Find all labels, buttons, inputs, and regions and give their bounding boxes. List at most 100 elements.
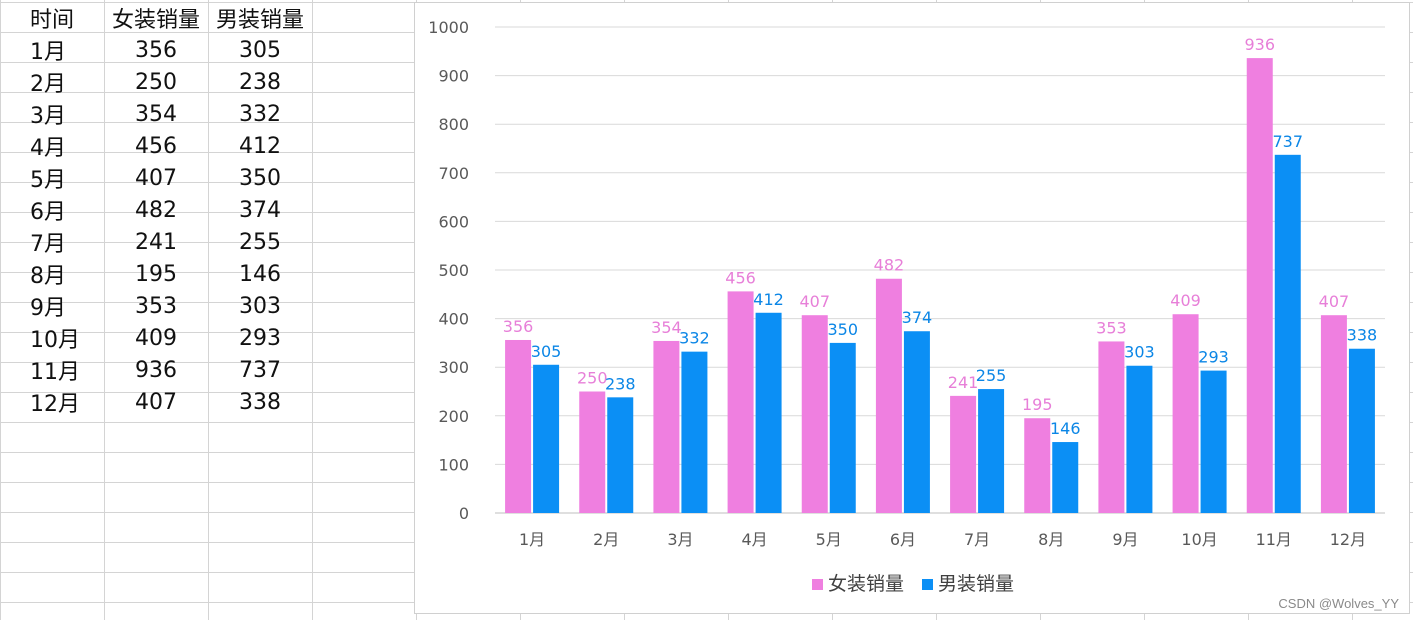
x-tick-label: 6月	[890, 530, 916, 549]
data-label-men: 412	[753, 290, 784, 309]
x-tick-label: 3月	[667, 530, 693, 549]
y-tick-label: 700	[438, 164, 469, 183]
women-sales-cell[interactable]: 195	[135, 261, 177, 287]
x-tick-label: 4月	[741, 530, 767, 549]
legend-item-women: 女装销量	[811, 569, 904, 596]
y-tick-label: 0	[459, 504, 469, 523]
y-tick-label: 300	[438, 358, 469, 377]
table-header-row: 时间 女装销量 男装销量	[0, 2, 312, 34]
women-sales-cell[interactable]: 354	[135, 101, 177, 127]
men-sales-cell[interactable]: 350	[239, 165, 281, 191]
data-label-women: 407	[1319, 292, 1350, 311]
women-sales-cell[interactable]: 241	[135, 229, 177, 255]
month-cell[interactable]: 3月	[30, 104, 66, 129]
bar-women	[1172, 314, 1199, 513]
legend-label-men: 男装销量	[938, 573, 1015, 595]
bar-men	[533, 364, 560, 513]
data-label-women: 250	[577, 369, 608, 388]
data-label-men: 374	[902, 308, 933, 327]
men-sales-cell[interactable]: 238	[239, 69, 281, 95]
data-label-men: 350	[827, 320, 858, 339]
month-cell[interactable]: 8月	[30, 264, 66, 289]
table-row: 6月 482 374	[0, 194, 312, 226]
men-sales-cell[interactable]: 305	[239, 37, 281, 63]
sales-data-table: 时间 女装销量 男装销量 1月 356 305 2月 250 238 3月 354 332 4月 456 4…	[0, 2, 312, 418]
table-row: 8月 195 146	[0, 258, 312, 290]
bar-men	[829, 342, 856, 513]
men-sales-cell[interactable]: 293	[239, 325, 281, 351]
bar-men	[1126, 365, 1153, 513]
data-label-women: 195	[1022, 395, 1053, 414]
header-cell[interactable]: 女装销量	[111, 8, 200, 33]
men-sales-cell[interactable]: 374	[239, 197, 281, 223]
bar-men	[1200, 370, 1227, 513]
men-sales-cell[interactable]: 332	[239, 101, 281, 127]
y-tick-label: 800	[438, 115, 469, 134]
bar-women	[505, 339, 532, 513]
women-sales-cell[interactable]: 407	[135, 165, 177, 191]
men-sales-cell[interactable]: 737	[239, 357, 281, 383]
bar-men	[1348, 348, 1375, 513]
men-sales-cell[interactable]: 303	[239, 293, 281, 319]
month-cell[interactable]: 9月	[30, 296, 66, 321]
table-row: 10月 409 293	[0, 322, 312, 354]
month-cell[interactable]: 7月	[30, 232, 66, 257]
men-sales-cell[interactable]: 338	[239, 389, 281, 415]
y-tick-label: 1000	[428, 18, 469, 37]
women-sales-cell[interactable]: 936	[135, 357, 177, 383]
women-sales-cell[interactable]: 250	[135, 69, 177, 95]
legend-swatch-men	[922, 579, 934, 590]
men-sales-cell[interactable]: 412	[239, 133, 281, 159]
month-cell[interactable]: 5月	[30, 168, 66, 193]
chart-area[interactable]: 0 100 200 300 400 500 600 700 800 900 1000 1月 356 305…	[414, 2, 1410, 614]
table-row: 5月 407 350	[0, 162, 312, 194]
bar-men	[607, 397, 634, 513]
women-sales-cell[interactable]: 353	[135, 293, 177, 319]
women-sales-cell[interactable]: 456	[135, 133, 177, 159]
header-cell[interactable]: 时间	[30, 8, 75, 33]
bar-men	[903, 331, 930, 513]
bar-men	[1274, 154, 1301, 513]
table-row: 7月 241 255	[0, 226, 312, 258]
table-row: 2月 250 238	[0, 66, 312, 98]
data-label-men: 146	[1050, 419, 1081, 438]
data-label-men: 305	[531, 342, 562, 361]
y-tick-label: 200	[438, 407, 469, 426]
men-sales-cell[interactable]: 255	[239, 229, 281, 255]
women-sales-cell[interactable]: 356	[135, 37, 177, 63]
header-cell[interactable]: 男装销量	[215, 8, 304, 33]
bar-women	[950, 395, 977, 513]
month-cell[interactable]: 12月	[30, 392, 80, 417]
y-tick-label: 600	[438, 212, 469, 231]
y-tick-label: 500	[438, 261, 469, 280]
x-tick-label: 2月	[593, 530, 619, 549]
women-sales-cell[interactable]: 407	[135, 389, 177, 415]
bar-men	[978, 389, 1005, 513]
month-cell[interactable]: 11月	[30, 360, 80, 385]
bar-women	[1246, 58, 1273, 513]
data-label-women: 456	[725, 268, 756, 287]
data-label-women: 407	[799, 292, 830, 311]
month-cell[interactable]: 6月	[30, 200, 66, 225]
women-sales-cell[interactable]: 482	[135, 197, 177, 223]
x-tick-label: 7月	[964, 530, 990, 549]
month-cell[interactable]: 10月	[30, 328, 80, 353]
bar-women	[1024, 418, 1051, 513]
data-label-women: 241	[948, 373, 979, 392]
data-label-women: 936	[1244, 35, 1275, 54]
month-cell[interactable]: 1月	[30, 40, 66, 65]
table-row: 3月 354 332	[0, 98, 312, 130]
women-sales-cell[interactable]: 409	[135, 325, 177, 351]
men-sales-cell[interactable]: 146	[239, 261, 281, 287]
bar-men	[681, 351, 708, 513]
legend-label-women: 女装销量	[827, 573, 904, 595]
x-tick-label: 10月	[1181, 530, 1217, 549]
data-label-men: 303	[1124, 343, 1155, 362]
bar-women	[1320, 315, 1347, 513]
x-tick-label: 5月	[816, 530, 842, 549]
month-cell[interactable]: 2月	[30, 72, 66, 97]
data-label-men: 332	[679, 329, 710, 348]
y-tick-label: 100	[438, 455, 469, 474]
month-cell[interactable]: 4月	[30, 136, 66, 161]
table-row: 4月 456 412	[0, 130, 312, 162]
